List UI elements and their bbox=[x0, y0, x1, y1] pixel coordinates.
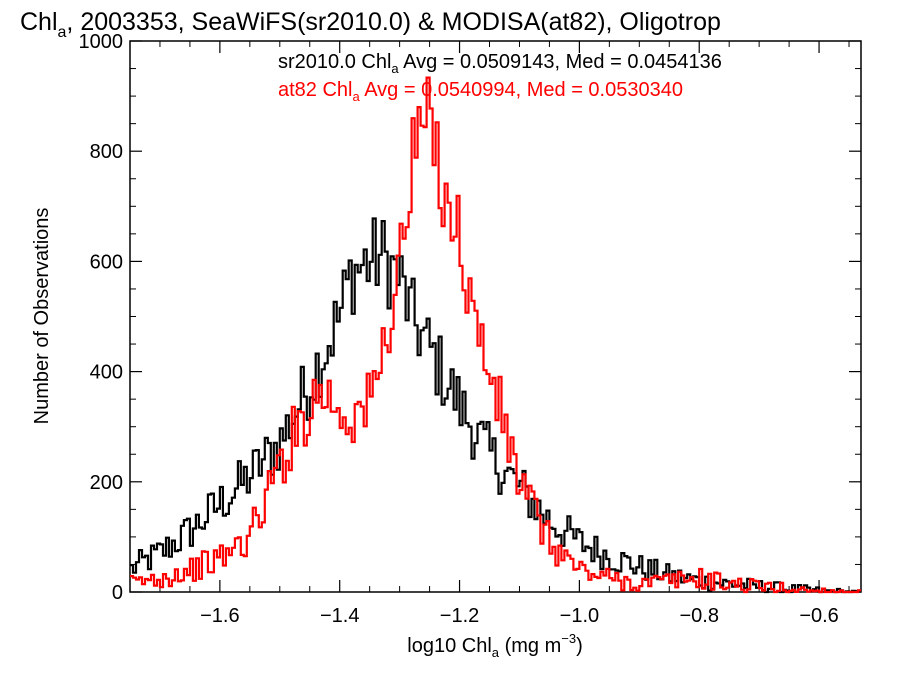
x-axis: −1.6 −1.4 −1.2 −1.0 −0.8 −0.6 bbox=[129, 41, 850, 627]
x-tick-label: −1.2 bbox=[440, 605, 479, 627]
annotation-sr2010-after: Avg = 0.0509143, Med = 0.0454136 bbox=[399, 51, 722, 73]
title-prefix: Chl bbox=[20, 8, 58, 36]
x-axis-label-mid: (mg m bbox=[499, 635, 561, 657]
annotation-at82-sub: a bbox=[353, 89, 361, 104]
plot-frame bbox=[129, 40, 862, 593]
annotation-sr2010-sub: a bbox=[391, 61, 399, 76]
y-tick-label: 200 bbox=[90, 472, 123, 494]
series-group bbox=[130, 76, 861, 594]
title-rest: , 2003353, SeaWiFS(sr2010.0) & MODISA(at… bbox=[66, 8, 720, 36]
x-axis-label-before: log10 Chl bbox=[407, 635, 492, 657]
x-axis-label-after: ) bbox=[576, 635, 583, 657]
y-axis: 0 200 400 600 800 1000 bbox=[79, 31, 861, 604]
annotation-sr2010: sr2010.0 Chla Avg = 0.0509143, Med = 0.0… bbox=[278, 51, 722, 76]
annotation-at82-before: at82 Chl bbox=[278, 79, 353, 101]
y-axis-label: Number of Observations bbox=[31, 208, 53, 425]
y-tick-label: 0 bbox=[112, 582, 123, 604]
x-axis-label-sup: −3 bbox=[561, 631, 576, 646]
annotation-at82: at82 Chla Avg = 0.0540994, Med = 0.05303… bbox=[278, 79, 683, 104]
x-tick-label: −1.6 bbox=[200, 605, 239, 627]
x-tick-label: −1.4 bbox=[320, 605, 359, 627]
y-tick-label: 1000 bbox=[79, 31, 124, 53]
annotation-sr2010-before: sr2010.0 Chl bbox=[278, 51, 391, 73]
x-axis-label: log10 Chla (mg m−3) bbox=[407, 631, 582, 660]
title-prefix-subscript: a bbox=[58, 24, 67, 41]
series-line-1 bbox=[130, 76, 861, 594]
chart-title: Chla, 2003353, SeaWiFS(sr2010.0) & MODIS… bbox=[20, 8, 721, 41]
x-tick-label: −1.0 bbox=[560, 605, 599, 627]
y-tick-label: 800 bbox=[90, 141, 123, 163]
y-tick-label: 400 bbox=[90, 362, 123, 384]
x-tick-label: −0.6 bbox=[799, 605, 838, 627]
y-tick-label: 600 bbox=[90, 251, 123, 273]
x-tick-label: −0.8 bbox=[679, 605, 718, 627]
x-axis-label-sub: a bbox=[492, 645, 500, 660]
annotation-at82-after: Avg = 0.0540994, Med = 0.0530340 bbox=[360, 79, 683, 101]
